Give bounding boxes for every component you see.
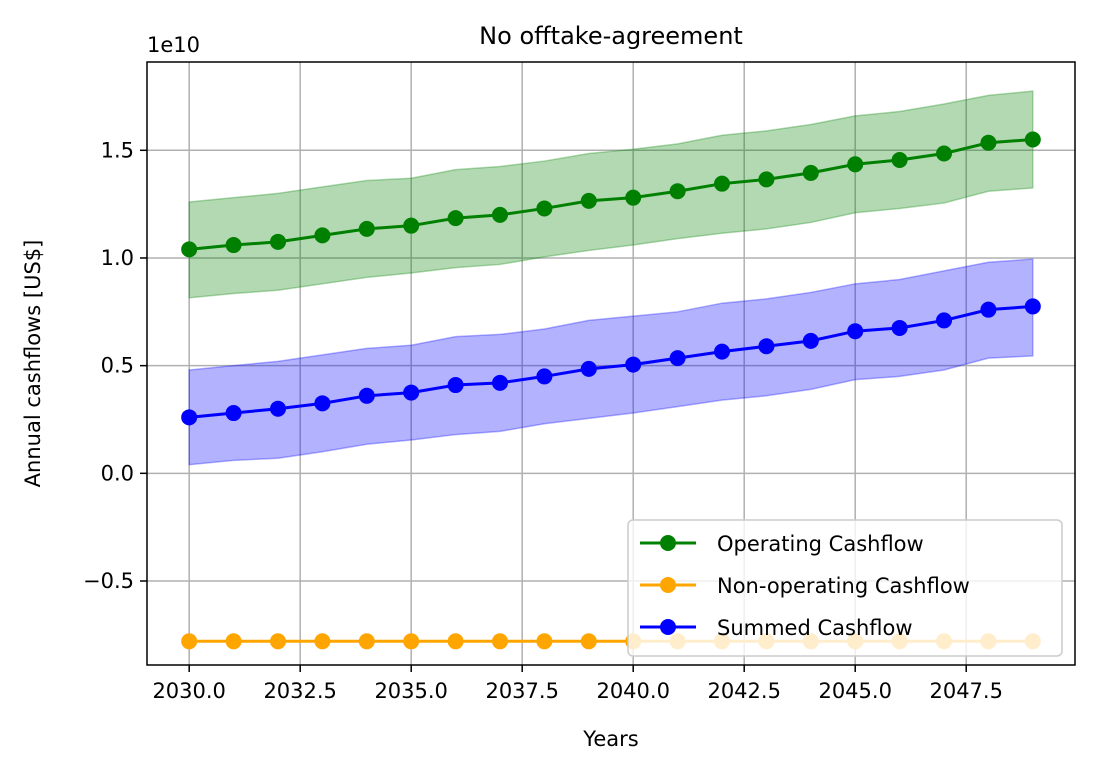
y-tick-label: 1.0	[101, 246, 134, 270]
data-point	[491, 633, 508, 650]
data-point	[758, 338, 775, 355]
data-point	[358, 387, 375, 404]
data-point	[580, 192, 597, 209]
data-point	[536, 200, 553, 217]
data-point	[269, 233, 286, 250]
data-point	[491, 206, 508, 223]
data-point	[625, 189, 642, 206]
data-point	[447, 377, 464, 394]
y-tick-label: 0.5	[101, 354, 134, 378]
data-point	[403, 217, 420, 234]
data-point	[580, 360, 597, 377]
y-axis-title: Annual cashflows [US$]	[21, 240, 45, 488]
chart-title: No offtake-agreement	[479, 22, 743, 50]
data-point	[447, 633, 464, 650]
data-point	[936, 312, 953, 329]
data-point	[314, 633, 331, 650]
legend-marker	[660, 535, 676, 551]
y-axis-scale-label: 1e10	[147, 33, 200, 57]
y-tick-label: 0.0	[101, 461, 134, 485]
axis-ticks: 2030.0 2032.5 2035.0 2037.5 2040.0 2042.5 2045…	[83, 138, 1003, 703]
x-axis-title: Years	[582, 727, 638, 751]
x-tick-label: 2032.5	[263, 679, 336, 703]
legend-label: Non-operating Cashflow	[717, 574, 970, 598]
plot-frame	[146, 61, 1076, 666]
data-point	[314, 227, 331, 244]
data-point	[225, 405, 242, 422]
data-point	[936, 145, 953, 162]
confidence-band	[188, 258, 1034, 466]
legend-label: Summed Cashflow	[717, 616, 913, 640]
legend-marker	[660, 619, 676, 635]
legend-marker	[660, 577, 676, 593]
x-tick-label: 2035.0	[374, 679, 447, 703]
data-point	[847, 156, 864, 173]
data-point	[1024, 298, 1041, 315]
data-point	[580, 633, 597, 650]
y-tick-label: 1.5	[101, 138, 134, 162]
data-point	[891, 151, 908, 168]
data-point	[758, 171, 775, 188]
data-point	[358, 633, 375, 650]
data-point	[269, 400, 286, 417]
data-point	[625, 356, 642, 373]
data-point	[181, 241, 198, 258]
data-point	[669, 183, 686, 200]
data-point	[714, 175, 731, 192]
data-point	[358, 220, 375, 237]
data-point	[536, 633, 553, 650]
data-point	[181, 409, 198, 426]
data-point	[536, 368, 553, 385]
data-point	[181, 633, 198, 650]
legend-box	[627, 519, 1063, 657]
x-tick-label: 2042.5	[707, 679, 780, 703]
x-tick-label: 2040.0	[596, 679, 669, 703]
data-point	[225, 633, 242, 650]
data-point	[403, 633, 420, 650]
data-point	[802, 164, 819, 181]
x-tick-label: 2047.5	[929, 679, 1002, 703]
legend: Operating Cashflow Non-operating Cashflow…	[627, 519, 1063, 657]
data-point	[980, 134, 997, 151]
x-tick-label: 2037.5	[485, 679, 558, 703]
data-point	[491, 374, 508, 391]
data-point	[891, 319, 908, 336]
data-point	[447, 210, 464, 227]
data-point	[225, 237, 242, 254]
data-point	[802, 332, 819, 349]
data-point	[403, 384, 420, 401]
data-point	[314, 395, 331, 412]
data-point	[269, 633, 286, 650]
confidence-bands	[188, 90, 1034, 466]
x-tick-label: 2030.0	[152, 679, 225, 703]
data-point	[1024, 131, 1041, 148]
data-point	[847, 323, 864, 340]
data-point	[669, 350, 686, 367]
data-point	[980, 301, 997, 318]
y-tick-label: −0.5	[83, 569, 134, 593]
data-point	[714, 343, 731, 360]
confidence-band	[188, 90, 1034, 299]
legend-label: Operating Cashflow	[717, 532, 924, 556]
x-tick-label: 2045.0	[818, 679, 891, 703]
